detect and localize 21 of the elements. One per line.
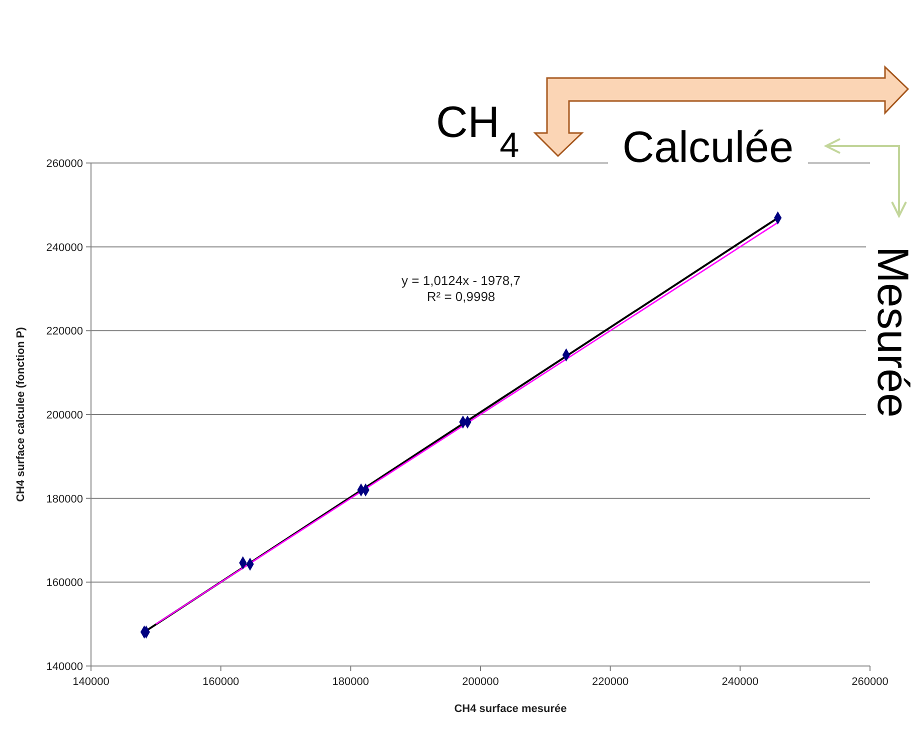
x-tick-label: 200000 xyxy=(462,676,499,688)
x-tick-label: 260000 xyxy=(852,676,888,688)
x-tick-label: 160000 xyxy=(202,676,240,688)
y-tick-label: 260000 xyxy=(46,158,83,170)
y-tick-label: 240000 xyxy=(46,242,83,254)
annotation: Calculée xyxy=(622,123,794,172)
x-tick-label: 220000 xyxy=(592,676,629,688)
x-tick-label: 140000 xyxy=(72,676,110,688)
y-tick-label: 180000 xyxy=(46,493,83,506)
annotation: y = 1,0124x - 1978,7 xyxy=(402,273,520,288)
x-tick-label: 180000 xyxy=(332,676,370,688)
x-axis-title: CH4 surface mesurée xyxy=(454,703,567,715)
y-tick-label: 200000 xyxy=(46,410,83,422)
y-tick-label: 140000 xyxy=(46,661,83,673)
annotation: R² = 0,9998 xyxy=(426,289,496,304)
y-tick-label: 160000 xyxy=(46,577,83,590)
y-axis-title: CH4 surface calculee (fonction P) xyxy=(15,326,27,502)
annotation: Mesurée xyxy=(868,246,917,418)
annotation: CH$_{4}$ xyxy=(436,98,520,164)
y-tick-label: 220000 xyxy=(46,326,83,338)
x-tick-label: 240000 xyxy=(722,676,759,688)
